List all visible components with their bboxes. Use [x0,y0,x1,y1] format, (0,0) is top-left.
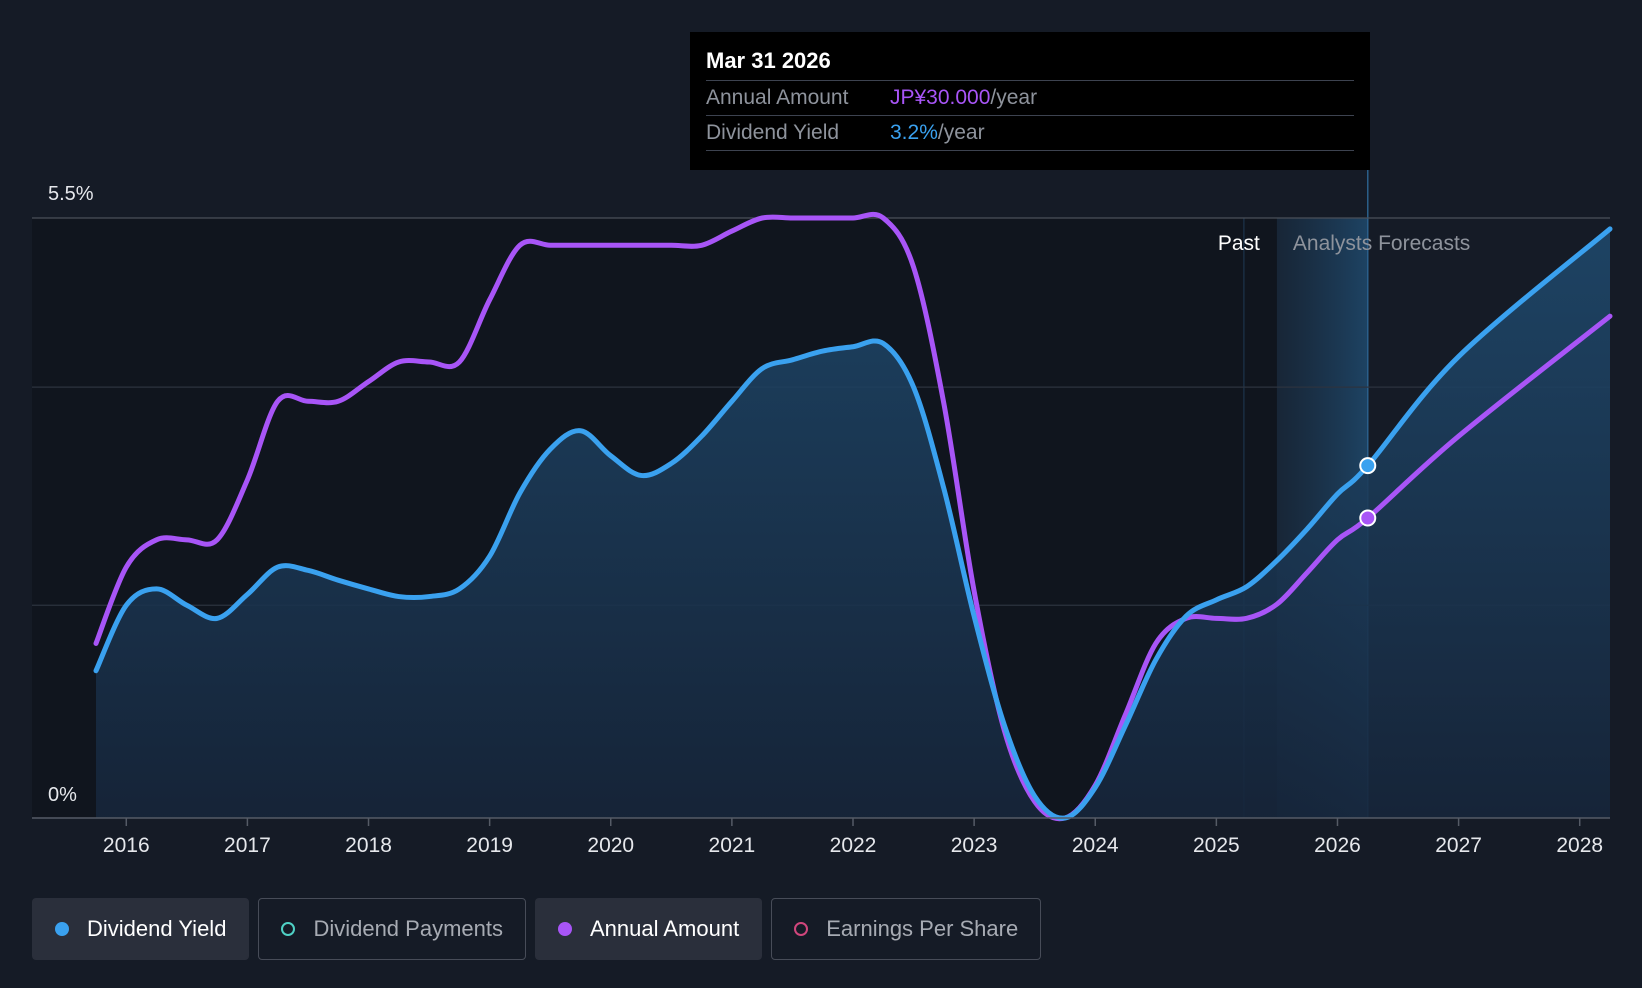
hollow-dot-icon [281,922,296,936]
filled-dot-icon [55,922,69,936]
dividend-yield-marker [1359,457,1377,475]
legend-annual-amount-button[interactable]: Annual Amount [534,898,763,960]
annual-amount-line [93,211,1613,822]
dividend-yield-area [96,228,1610,819]
tooltip-date: Mar 31 2026 [706,48,831,73]
x-tick-label: 2021 [709,834,756,857]
tooltip-value: JP¥30.000 [890,86,991,109]
x-tick-label: 2024 [1072,834,1119,857]
legend-label: Dividend Payments [313,916,503,941]
tooltip-label: Annual Amount [706,86,849,109]
x-tick-label: 2028 [1556,834,1603,857]
hollow-dot-icon [794,922,809,936]
dividend-yield-line [93,226,1613,821]
tooltip-label: Dividend Yield [706,121,840,144]
chart-tooltip: Mar 31 2026 Annual Amount JP¥30.000 /yea… [690,32,1370,170]
legend-label: Earnings Per Share [826,916,1019,941]
x-tick-label: 2020 [587,834,634,857]
y-bottom-label: 0% [48,784,77,806]
legend-label: Annual Amount [589,916,740,941]
tooltip-suffix: /year [937,121,985,144]
x-tick-label: 2019 [466,834,513,857]
legend-dividend-yield-button[interactable]: Dividend Yield [32,898,250,960]
x-tick-label: 2022 [830,834,877,857]
x-tick-label: 2025 [1193,834,1240,857]
x-tick-label: 2023 [951,834,998,857]
x-tick-label: 2026 [1314,834,1361,857]
past-label: Past [1218,232,1260,255]
legend: Dividend Yield Dividend Payments Annual … [32,898,1042,960]
tooltip-row-dividend-yield: Dividend Yield 3.2% /year [706,115,1354,151]
y-top-label: 5.5% [48,183,94,205]
tooltip-suffix: /year [990,86,1038,109]
x-tick-label: 2018 [345,834,392,857]
x-tick-label: 2027 [1435,834,1482,857]
legend-earnings-per-share-button[interactable]: Earnings Per Share [771,898,1042,960]
annual-amount-marker [1359,509,1377,527]
tooltip-row-annual-amount: Annual Amount JP¥30.000 /year [706,80,1354,115]
tooltip-value: 3.2% [890,121,938,144]
legend-dividend-payments-button[interactable]: Dividend Payments [258,898,526,960]
x-tick-label: 2017 [224,834,271,857]
x-tick-label: 2016 [103,834,150,857]
forecast-label: Analysts Forecasts [1293,232,1470,255]
filled-dot-icon [557,922,572,936]
legend-label: Dividend Yield [87,916,227,941]
